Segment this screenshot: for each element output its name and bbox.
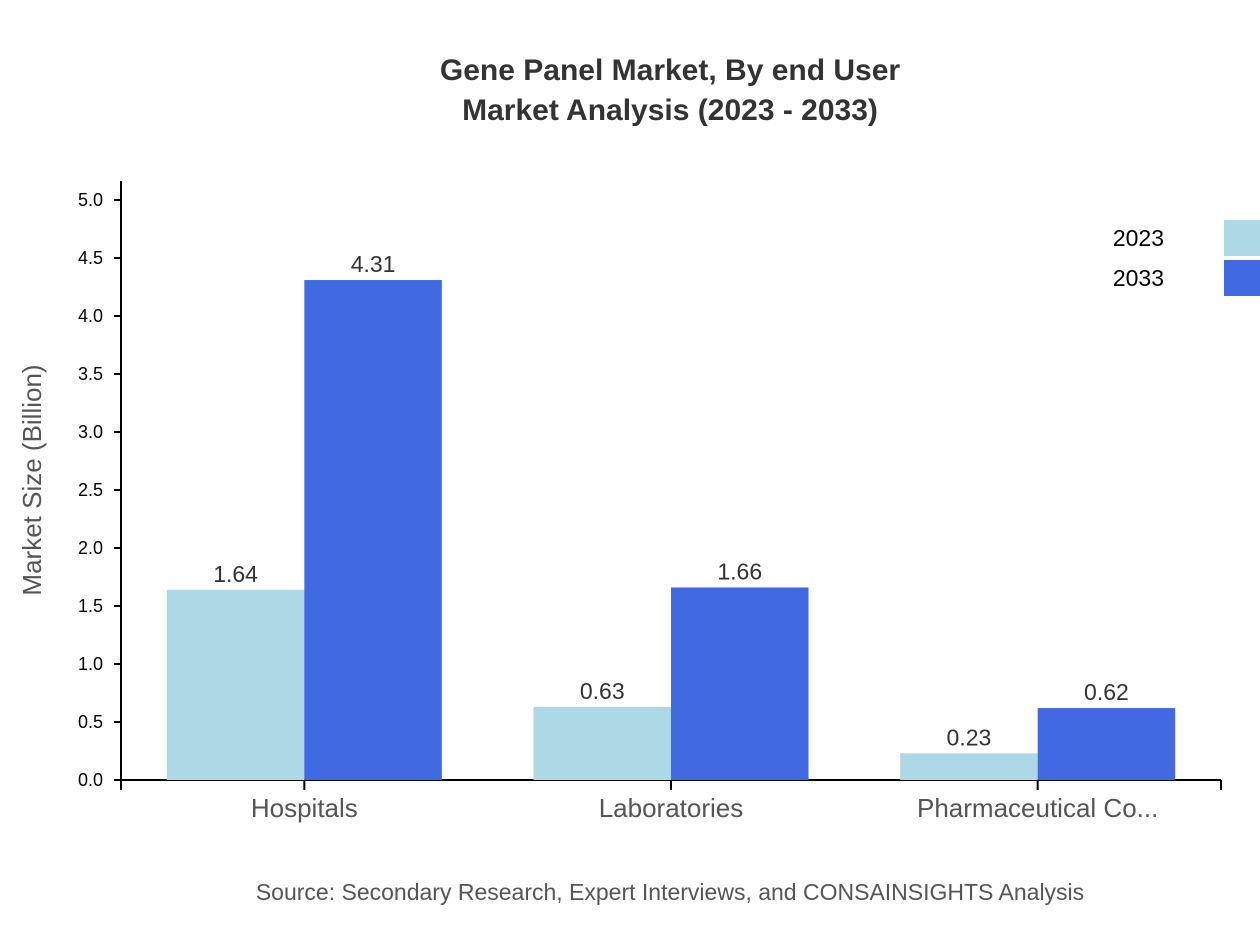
bar-2023 xyxy=(166,589,305,780)
data-label: 0.62 xyxy=(1084,679,1129,705)
bar-2033 xyxy=(1037,708,1176,780)
bars: 1.64 4.31 0.63 1.66 0.23 0.62 xyxy=(166,251,1176,780)
bar-2033 xyxy=(671,587,809,780)
data-label: 4.31 xyxy=(351,251,396,277)
data-label: 1.64 xyxy=(213,561,258,587)
y-axis-label: Market Size (Billion) xyxy=(17,364,47,595)
bar-2023 xyxy=(533,706,671,780)
x-tick-label: Hospitals xyxy=(251,793,358,823)
y-tick-label: 3.5 xyxy=(78,364,103,384)
y-tick-label: 2.5 xyxy=(78,480,103,500)
legend-label: 2023 xyxy=(1113,225,1164,251)
y-tick-label: 0.5 xyxy=(78,712,103,732)
y-axis: 0.0 0.5 1.0 1.5 2.0 2.5 3.0 3.5 4.0 4.5 5.0 xyxy=(78,181,122,790)
y-tick-label: 2.0 xyxy=(78,538,103,558)
y-tick-label: 4.5 xyxy=(78,248,103,268)
y-tick-label: 1.0 xyxy=(78,654,103,674)
source-note: Source: Secondary Research, Expert Inter… xyxy=(256,879,1084,905)
x-axis: Hospitals Laboratories Pharmaceutical Co..… xyxy=(120,779,1222,823)
chart-subtitle: Market Analysis (2023 - 2033) xyxy=(462,94,878,127)
data-label: 0.63 xyxy=(580,678,625,704)
bar-2033 xyxy=(304,280,442,780)
y-tick-label: 5.0 xyxy=(78,190,103,210)
y-tick-label: 0.0 xyxy=(78,770,103,790)
data-label: 1.66 xyxy=(717,558,762,584)
legend: 2023 2033 xyxy=(1113,220,1260,296)
chart-title: Gene Panel Market, By end User xyxy=(440,54,901,87)
y-tick-label: 1.5 xyxy=(78,596,103,616)
legend-label: 2033 xyxy=(1113,265,1164,291)
legend-swatch xyxy=(1224,260,1260,296)
y-tick-label: 4.0 xyxy=(78,306,103,326)
bar-2023 xyxy=(900,753,1038,780)
y-tick-label: 3.0 xyxy=(78,422,103,442)
x-tick-label: Laboratories xyxy=(599,793,744,823)
legend-swatch xyxy=(1224,220,1260,256)
data-label: 0.23 xyxy=(947,724,992,750)
x-tick-label: Pharmaceutical Co... xyxy=(917,793,1158,823)
